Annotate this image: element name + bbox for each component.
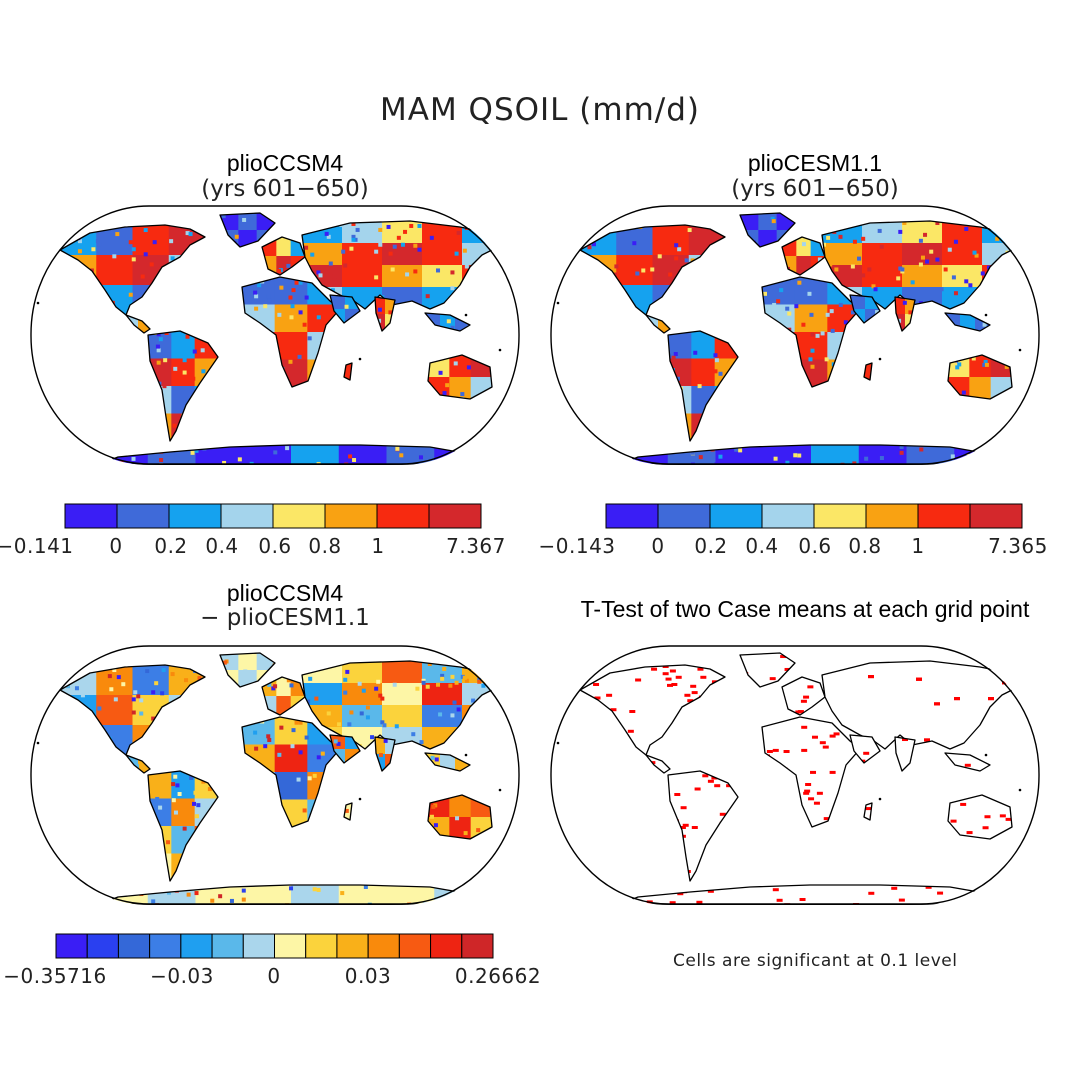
panel-2-title: plioCESM1.1 bbox=[747, 150, 883, 176]
svg-text:0: 0 bbox=[651, 534, 664, 558]
map-ttest-significance bbox=[550, 645, 1040, 905]
panel-2-subtitle: (yrs 601−650) bbox=[731, 176, 899, 202]
panel-4-title: T-Test of two Case means at each grid po… bbox=[580, 596, 1030, 622]
svg-text:0: 0 bbox=[267, 964, 280, 988]
svg-text:0.2: 0.2 bbox=[694, 534, 727, 558]
svg-text:0.2: 0.2 bbox=[154, 534, 187, 558]
svg-text:1: 1 bbox=[911, 534, 924, 558]
svg-text:−0.141: −0.141 bbox=[0, 534, 74, 558]
panel-3-title: plioCCSM4 bbox=[226, 580, 344, 606]
svg-text:0.8: 0.8 bbox=[308, 534, 341, 558]
map-pliocesm11 bbox=[550, 205, 1040, 465]
svg-text:0.8: 0.8 bbox=[848, 534, 881, 558]
svg-text:0.6: 0.6 bbox=[258, 534, 291, 558]
svg-text:0.4: 0.4 bbox=[205, 534, 238, 558]
svg-text:7.367: 7.367 bbox=[446, 534, 506, 558]
svg-text:7.365: 7.365 bbox=[988, 534, 1048, 558]
colorbar-difference: −0.35716 −0.03 0 0.03 0.26662 bbox=[3, 933, 541, 988]
panel-1-subtitle: (yrs 601−650) bbox=[201, 176, 369, 202]
map-difference bbox=[30, 645, 520, 905]
svg-text:0.26662: 0.26662 bbox=[455, 964, 541, 988]
colorbar-pliocesm11: −0.143 0 0.2 0.4 0.6 0.8 1 7.365 bbox=[538, 503, 1048, 558]
svg-text:0.4: 0.4 bbox=[745, 534, 778, 558]
svg-text:−0.143: −0.143 bbox=[538, 534, 615, 558]
panel-3-subtitle: − plioCESM1.1 bbox=[200, 605, 370, 631]
significance-note: Cells are significant at 0.1 level bbox=[673, 951, 958, 971]
svg-text:−0.03: −0.03 bbox=[150, 964, 214, 988]
svg-text:0.03: 0.03 bbox=[345, 964, 392, 988]
svg-text:1: 1 bbox=[371, 534, 384, 558]
colorbar-plioccsm4: −0.141 0 0.2 0.4 0.6 0.8 1 7.367 bbox=[0, 503, 506, 558]
map-plioccsm4 bbox=[30, 205, 520, 465]
svg-text:0: 0 bbox=[109, 534, 122, 558]
svg-text:0.6: 0.6 bbox=[798, 534, 831, 558]
svg-text:−0.35716: −0.35716 bbox=[3, 964, 106, 988]
panel-1-title: plioCCSM4 bbox=[226, 150, 344, 176]
main-title: MAM QSOIL (mm/d) bbox=[379, 92, 700, 128]
